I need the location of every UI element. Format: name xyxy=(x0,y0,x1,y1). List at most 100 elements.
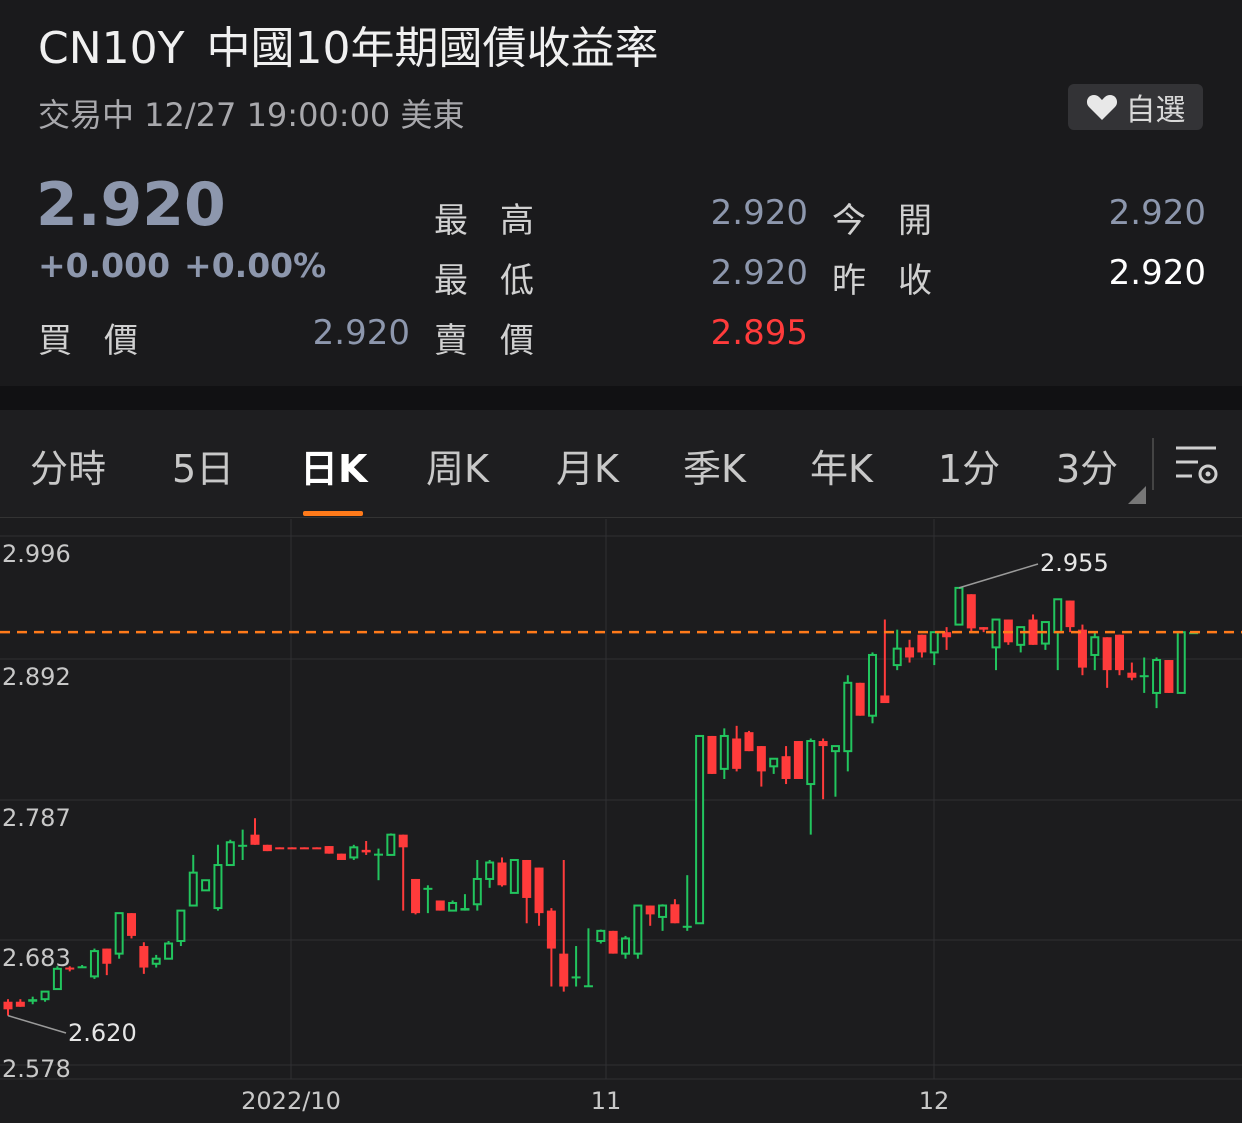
ask-value: 2.895 xyxy=(710,313,808,353)
change-percent: +0.00% xyxy=(184,246,327,285)
candle-body xyxy=(781,756,791,779)
y-tick-label: 2.578 xyxy=(2,1055,71,1083)
section-divider xyxy=(0,386,1242,410)
prev-close-value: 2.920 xyxy=(1108,253,1206,293)
candle-body xyxy=(349,846,359,859)
candle-body xyxy=(472,877,482,906)
candle-body xyxy=(77,966,87,969)
candle-body xyxy=(127,913,136,936)
kline-chart[interactable]: 2.996 2.892 2.787 2.683 2.578 2022/10 11 12 2.9… xyxy=(0,519,1242,1123)
tab-yearly-k[interactable]: 年K xyxy=(810,447,873,491)
candle-body xyxy=(559,953,569,987)
min-annotation-leader xyxy=(7,1014,67,1034)
candle-body xyxy=(15,1001,25,1007)
candle-body xyxy=(1028,619,1038,645)
watchlist-button[interactable]: 自選 xyxy=(1068,84,1203,130)
min-annotation-label: 2.620 xyxy=(68,1019,137,1047)
tab-3min[interactable]: 3分 xyxy=(1056,447,1119,491)
page-title: CN10Y 中國10年期國債收益率 xyxy=(38,12,659,76)
candle-body xyxy=(929,631,939,654)
last-price: 2.920 xyxy=(36,170,226,240)
candle-body xyxy=(979,627,989,630)
candle-body xyxy=(176,909,186,942)
candle-body xyxy=(1164,660,1174,693)
candle-body xyxy=(386,833,396,856)
candle-body xyxy=(1003,619,1013,643)
candle-body xyxy=(435,900,445,911)
candle-body xyxy=(89,950,99,978)
prev-close-label: 昨收 xyxy=(832,261,964,301)
candle-body xyxy=(164,942,174,960)
candle-body xyxy=(954,586,964,626)
candle-body xyxy=(114,912,124,955)
x-tick-label: 2022/10 xyxy=(241,1087,341,1115)
candle-body xyxy=(102,948,112,964)
candle-body xyxy=(1115,634,1124,671)
bid-label: 買價 xyxy=(38,321,170,361)
candle-body xyxy=(275,847,285,850)
candle-body xyxy=(374,853,383,856)
candle-body xyxy=(1053,598,1063,634)
candle-body xyxy=(583,985,593,988)
candle-body xyxy=(769,757,779,768)
candle-body xyxy=(423,887,433,890)
candle-body xyxy=(485,861,495,880)
tab-monthly-k[interactable]: 月K xyxy=(556,447,619,491)
candle-body xyxy=(448,902,458,912)
candle-body xyxy=(1065,600,1075,628)
high-value: 2.920 xyxy=(710,193,808,233)
chart-settings-icon[interactable] xyxy=(1172,440,1220,488)
watchlist-label: 自選 xyxy=(1125,93,1186,128)
candle-body xyxy=(571,976,581,979)
tab-daily-k[interactable]: 日K xyxy=(300,447,368,491)
candle-body xyxy=(905,647,915,658)
tab-weekly-k[interactable]: 周K xyxy=(426,447,489,491)
x-tick-label: 11 xyxy=(591,1087,622,1115)
candle-body xyxy=(793,741,803,779)
change-value: +0.000 xyxy=(38,246,171,285)
candle-body xyxy=(225,841,235,867)
candle-body xyxy=(262,844,272,852)
y-tick-label: 2.787 xyxy=(2,804,71,832)
candle-body xyxy=(843,681,853,753)
y-tick-label: 2.996 xyxy=(2,540,71,568)
candle-body xyxy=(398,834,408,848)
candle-body xyxy=(336,853,346,860)
tab-5day[interactable]: 5日 xyxy=(172,447,235,491)
candle-body xyxy=(855,682,865,716)
tab-1min[interactable]: 1分 xyxy=(938,447,1001,491)
candle-body xyxy=(818,741,828,747)
candle-body xyxy=(1152,659,1162,694)
candle-body xyxy=(991,618,1001,649)
market-status: 交易中 12/27 19:00:00 美東 xyxy=(38,96,465,134)
candle-body xyxy=(682,925,692,928)
candle-body xyxy=(509,858,519,894)
tab-divider xyxy=(1152,438,1154,490)
candle-body xyxy=(719,734,729,770)
candle-body xyxy=(707,735,717,774)
candle-body xyxy=(645,905,655,915)
candle-body xyxy=(139,946,149,968)
candle-body xyxy=(966,594,976,629)
tab-quarterly-k[interactable]: 季K xyxy=(683,447,746,491)
candle-body xyxy=(28,999,38,1002)
candle-body xyxy=(1077,629,1087,668)
heart-icon xyxy=(1086,95,1117,120)
period-tabs: 分時 5日 日K 周K 月K 季K 年K 1分 3分 xyxy=(0,410,1242,518)
quote-header: CN10Y 中國10年期國債收益率 交易中 12/27 19:00:00 美東 自… xyxy=(0,0,1242,386)
price-change: +0.000 +0.00% xyxy=(38,246,326,285)
candle-body xyxy=(65,967,75,970)
candle-body xyxy=(522,859,532,898)
candle-body xyxy=(917,634,927,653)
candle-body xyxy=(201,879,211,892)
low-label: 最低 xyxy=(434,261,566,301)
candlestick-chart: 2.996 2.892 2.787 2.683 2.578 2022/10 11 12 2.9… xyxy=(0,519,1242,1115)
candle-body xyxy=(151,957,161,965)
candle-body xyxy=(497,862,507,886)
y-tick-label: 2.892 xyxy=(2,663,71,691)
candle-body xyxy=(1016,626,1026,646)
tab-intraday[interactable]: 分時 xyxy=(30,447,107,491)
candle-body xyxy=(40,990,50,1001)
candle-body xyxy=(806,740,816,786)
candle-body xyxy=(3,1001,13,1010)
